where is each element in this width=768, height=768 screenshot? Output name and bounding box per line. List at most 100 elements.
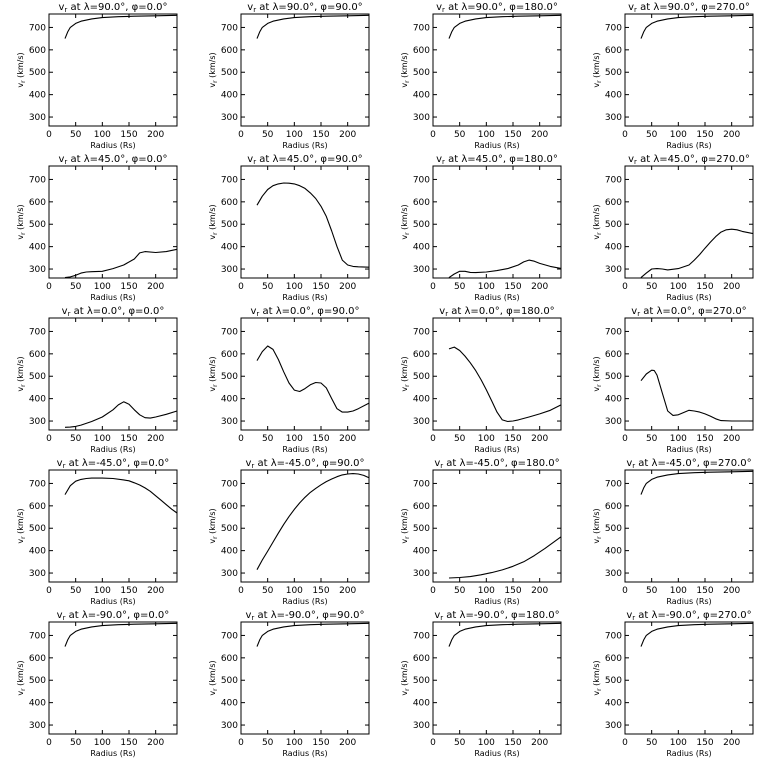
y-axis-label: vr (km/s): [16, 52, 27, 87]
x-axis-label: Radius (Rs): [666, 597, 711, 606]
x-tick-label: 0: [46, 434, 52, 444]
y-tick-label: 400: [221, 547, 238, 557]
y-tick-label: 700: [605, 631, 622, 641]
y-tick-label: 600: [413, 502, 430, 512]
y-tick-label: 300: [29, 417, 46, 427]
x-tick-label: 200: [339, 738, 356, 748]
y-tick-label: 300: [221, 265, 238, 275]
y-axis-label: vr (km/s): [400, 204, 411, 239]
plot-title: vr at λ=90.0°, φ=90.0°: [247, 2, 362, 14]
x-tick-label: 0: [622, 738, 628, 748]
x-tick-label: 200: [723, 282, 740, 292]
x-tick-label: 100: [286, 586, 303, 596]
x-tick-label: 50: [262, 586, 274, 596]
x-tick-label: 100: [286, 738, 303, 748]
y-tick-label: 600: [605, 46, 622, 56]
x-tick-label: 150: [504, 738, 521, 748]
x-tick-label: 100: [94, 130, 111, 140]
plot-frame: [48, 317, 178, 431]
plot-frame: [432, 621, 562, 735]
y-tick-label: 300: [221, 417, 238, 427]
x-tick-label: 150: [504, 130, 521, 140]
y-tick-label: 400: [605, 243, 622, 253]
y-tick-label: 400: [413, 91, 430, 101]
y-tick-label: 500: [29, 220, 46, 230]
x-tick-label: 100: [94, 738, 111, 748]
series-line: [64, 401, 178, 428]
y-tick-label: 700: [221, 327, 238, 337]
x-tick-label: 150: [120, 586, 137, 596]
series-line: [640, 228, 754, 279]
y-tick-label: 500: [605, 524, 622, 534]
y-tick-label: 400: [413, 699, 430, 709]
y-tick-label: 600: [413, 654, 430, 664]
y-tick-label: 600: [413, 198, 430, 208]
y-tick-label: 500: [221, 68, 238, 78]
y-axis-label: vr (km/s): [208, 204, 219, 239]
x-tick-label: 100: [478, 282, 495, 292]
y-tick-label: 300: [605, 113, 622, 123]
x-tick-label: 50: [70, 434, 82, 444]
plot-title: vr at λ=-90.0°, φ=0.0°: [57, 610, 170, 622]
y-tick-label: 300: [605, 417, 622, 427]
y-axis-label: vr (km/s): [16, 204, 27, 239]
y-tick-label: 300: [221, 569, 238, 579]
y-tick-label: 700: [605, 479, 622, 489]
x-tick-label: 150: [696, 586, 713, 596]
x-tick-label: 150: [120, 130, 137, 140]
x-tick-label: 50: [646, 586, 658, 596]
plot-title: vr at λ=-45.0°, φ=0.0°: [57, 458, 170, 470]
plot-frame: [432, 165, 562, 279]
x-tick-label: 200: [723, 738, 740, 748]
x-tick-label: 0: [622, 434, 628, 444]
y-tick-label: 700: [413, 479, 430, 489]
series-line: [640, 14, 754, 39]
y-axis-label: vr (km/s): [208, 52, 219, 87]
y-axis-label: vr (km/s): [400, 52, 411, 87]
x-tick-label: 50: [646, 738, 658, 748]
x-tick-label: 200: [147, 738, 164, 748]
x-tick-label: 150: [312, 434, 329, 444]
x-axis-label: Radius (Rs): [90, 597, 135, 606]
y-axis-label: vr (km/s): [400, 660, 411, 695]
y-axis-label: vr (km/s): [592, 52, 603, 87]
x-tick-label: 0: [238, 282, 244, 292]
y-tick-label: 600: [29, 350, 46, 360]
y-tick-label: 700: [29, 23, 46, 33]
x-axis-label: Radius (Rs): [282, 749, 327, 758]
x-tick-label: 0: [430, 282, 436, 292]
series-line: [64, 248, 178, 279]
y-tick-label: 500: [221, 676, 238, 686]
x-tick-label: 50: [646, 282, 658, 292]
y-tick-label: 700: [605, 175, 622, 185]
series-line: [448, 622, 562, 647]
series-line: [448, 536, 562, 579]
series-line: [64, 622, 178, 647]
y-tick-label: 500: [413, 524, 430, 534]
y-tick-label: 300: [413, 265, 430, 275]
x-axis-label: Radius (Rs): [666, 141, 711, 150]
plot-title: vr at λ=0.0°, φ=90.0°: [250, 306, 359, 318]
x-axis-label: Radius (Rs): [666, 445, 711, 454]
x-tick-label: 100: [478, 738, 495, 748]
x-axis-label: Radius (Rs): [282, 293, 327, 302]
y-tick-label: 500: [29, 68, 46, 78]
series-line: [256, 345, 370, 413]
x-tick-label: 200: [339, 586, 356, 596]
x-tick-label: 150: [312, 586, 329, 596]
x-tick-label: 150: [696, 282, 713, 292]
y-axis-label: vr (km/s): [592, 204, 603, 239]
x-tick-label: 50: [70, 586, 82, 596]
x-tick-label: 100: [670, 282, 687, 292]
x-tick-label: 50: [262, 282, 274, 292]
x-tick-label: 100: [478, 434, 495, 444]
y-tick-label: 500: [605, 68, 622, 78]
plot-title: vr at λ=-45.0°, φ=270.0°: [626, 458, 751, 470]
x-tick-label: 150: [504, 282, 521, 292]
plot-frame: [240, 621, 370, 735]
y-tick-label: 500: [413, 220, 430, 230]
x-tick-label: 150: [120, 434, 137, 444]
x-tick-label: 200: [723, 130, 740, 140]
y-axis-label: vr (km/s): [208, 660, 219, 695]
